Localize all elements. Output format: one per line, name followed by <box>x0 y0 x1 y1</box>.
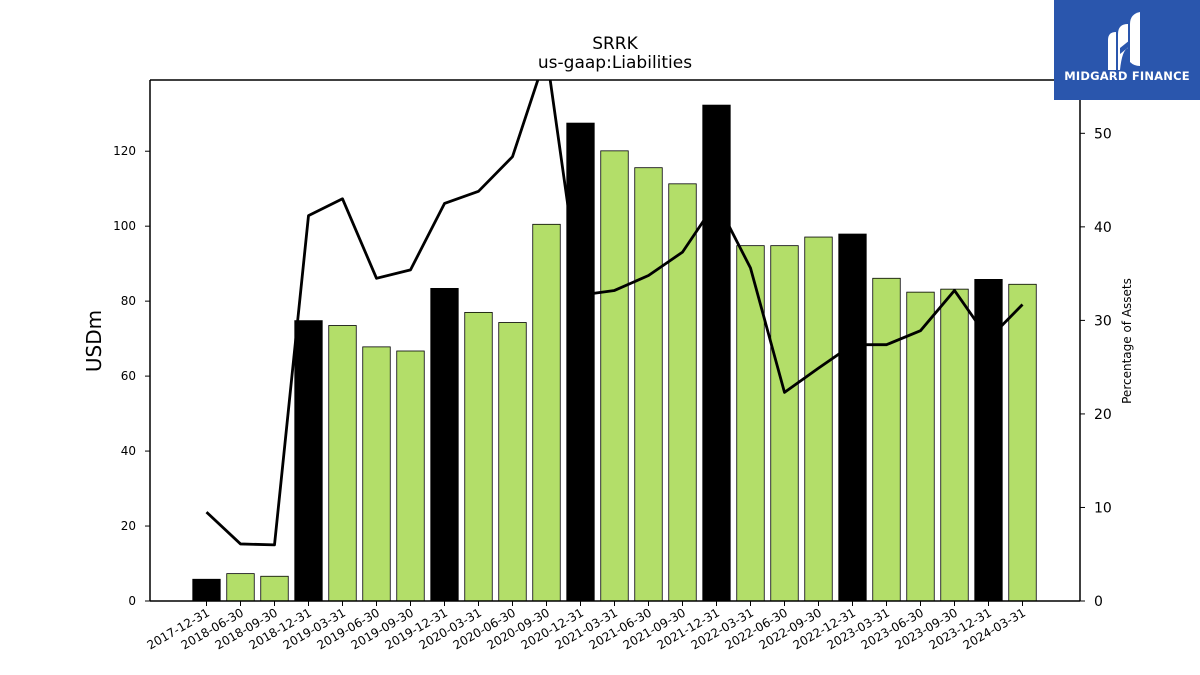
y-tick-label: 0 <box>128 594 136 608</box>
y2-tick-label: 40 <box>1094 220 1112 236</box>
bar-2020-06-30 <box>498 322 527 602</box>
bar-2021-06-30 <box>634 167 663 602</box>
y-tick-label: 60 <box>121 369 136 383</box>
right-y-ticks: 0 10 20 30 40 50 <box>1080 126 1112 610</box>
bar-2023-03-31 <box>872 277 901 602</box>
bar-2021-12-31 <box>702 104 731 602</box>
bar-2018-12-31 <box>294 320 323 602</box>
bar-2017-12-31 <box>192 578 221 602</box>
y-tick-label: 100 <box>113 219 136 233</box>
bar-2019-09-30 <box>396 350 425 602</box>
chart-title: SRRK <box>592 34 638 54</box>
line-group <box>205 80 1024 547</box>
bar-2019-12-31 <box>430 287 459 602</box>
bar-2020-03-31 <box>464 311 493 602</box>
midgard-logo-icon <box>1108 12 1140 70</box>
y2-tick-label: 50 <box>1094 126 1112 142</box>
x-ticks: 2017-12-312018-06-302018-09-302018-12-31… <box>145 601 1028 652</box>
bar-2024-03-31 <box>1008 283 1037 602</box>
y-tick-label: 20 <box>121 519 136 533</box>
bar-2023-09-30 <box>940 288 969 602</box>
percentage-line <box>205 80 1024 547</box>
bar-2022-09-30 <box>804 236 833 602</box>
bar-2021-09-30 <box>668 183 697 602</box>
y2-tick-label: 20 <box>1094 407 1112 423</box>
bar-group <box>192 104 1037 602</box>
bar-2018-06-30 <box>226 573 255 602</box>
bar-2023-06-30 <box>906 291 935 602</box>
brand-name: MIDGARD FINANCE <box>1064 69 1190 83</box>
chart-subtitle: us-gaap:Liabilities <box>538 53 692 73</box>
bar-2019-06-30 <box>362 346 391 602</box>
bar-2022-12-31 <box>838 233 867 602</box>
y-axis-label: USDm <box>82 310 106 372</box>
y-tick-label: 80 <box>121 294 136 308</box>
bar-2019-03-31 <box>328 325 357 602</box>
left-y-ticks: 0 20 40 60 80 100 120 <box>113 144 150 608</box>
bar-2021-03-31 <box>600 150 629 602</box>
bar-2020-09-30 <box>532 223 561 602</box>
bar-2023-12-31 <box>974 279 1003 602</box>
y2-tick-label: 10 <box>1094 500 1112 516</box>
y2-tick-label: 30 <box>1094 313 1112 329</box>
brand-logo: MIDGARD FINANCE <box>1054 0 1200 100</box>
y-tick-label: 120 <box>113 144 136 158</box>
y-tick-label: 40 <box>121 444 136 458</box>
bar-2018-09-30 <box>260 575 289 602</box>
bar-2020-12-31 <box>566 122 595 602</box>
y2-axis-label: Percentage of Assets <box>1120 278 1134 404</box>
bar-2022-06-30 <box>770 245 799 602</box>
y2-tick-label: 0 <box>1094 594 1103 610</box>
